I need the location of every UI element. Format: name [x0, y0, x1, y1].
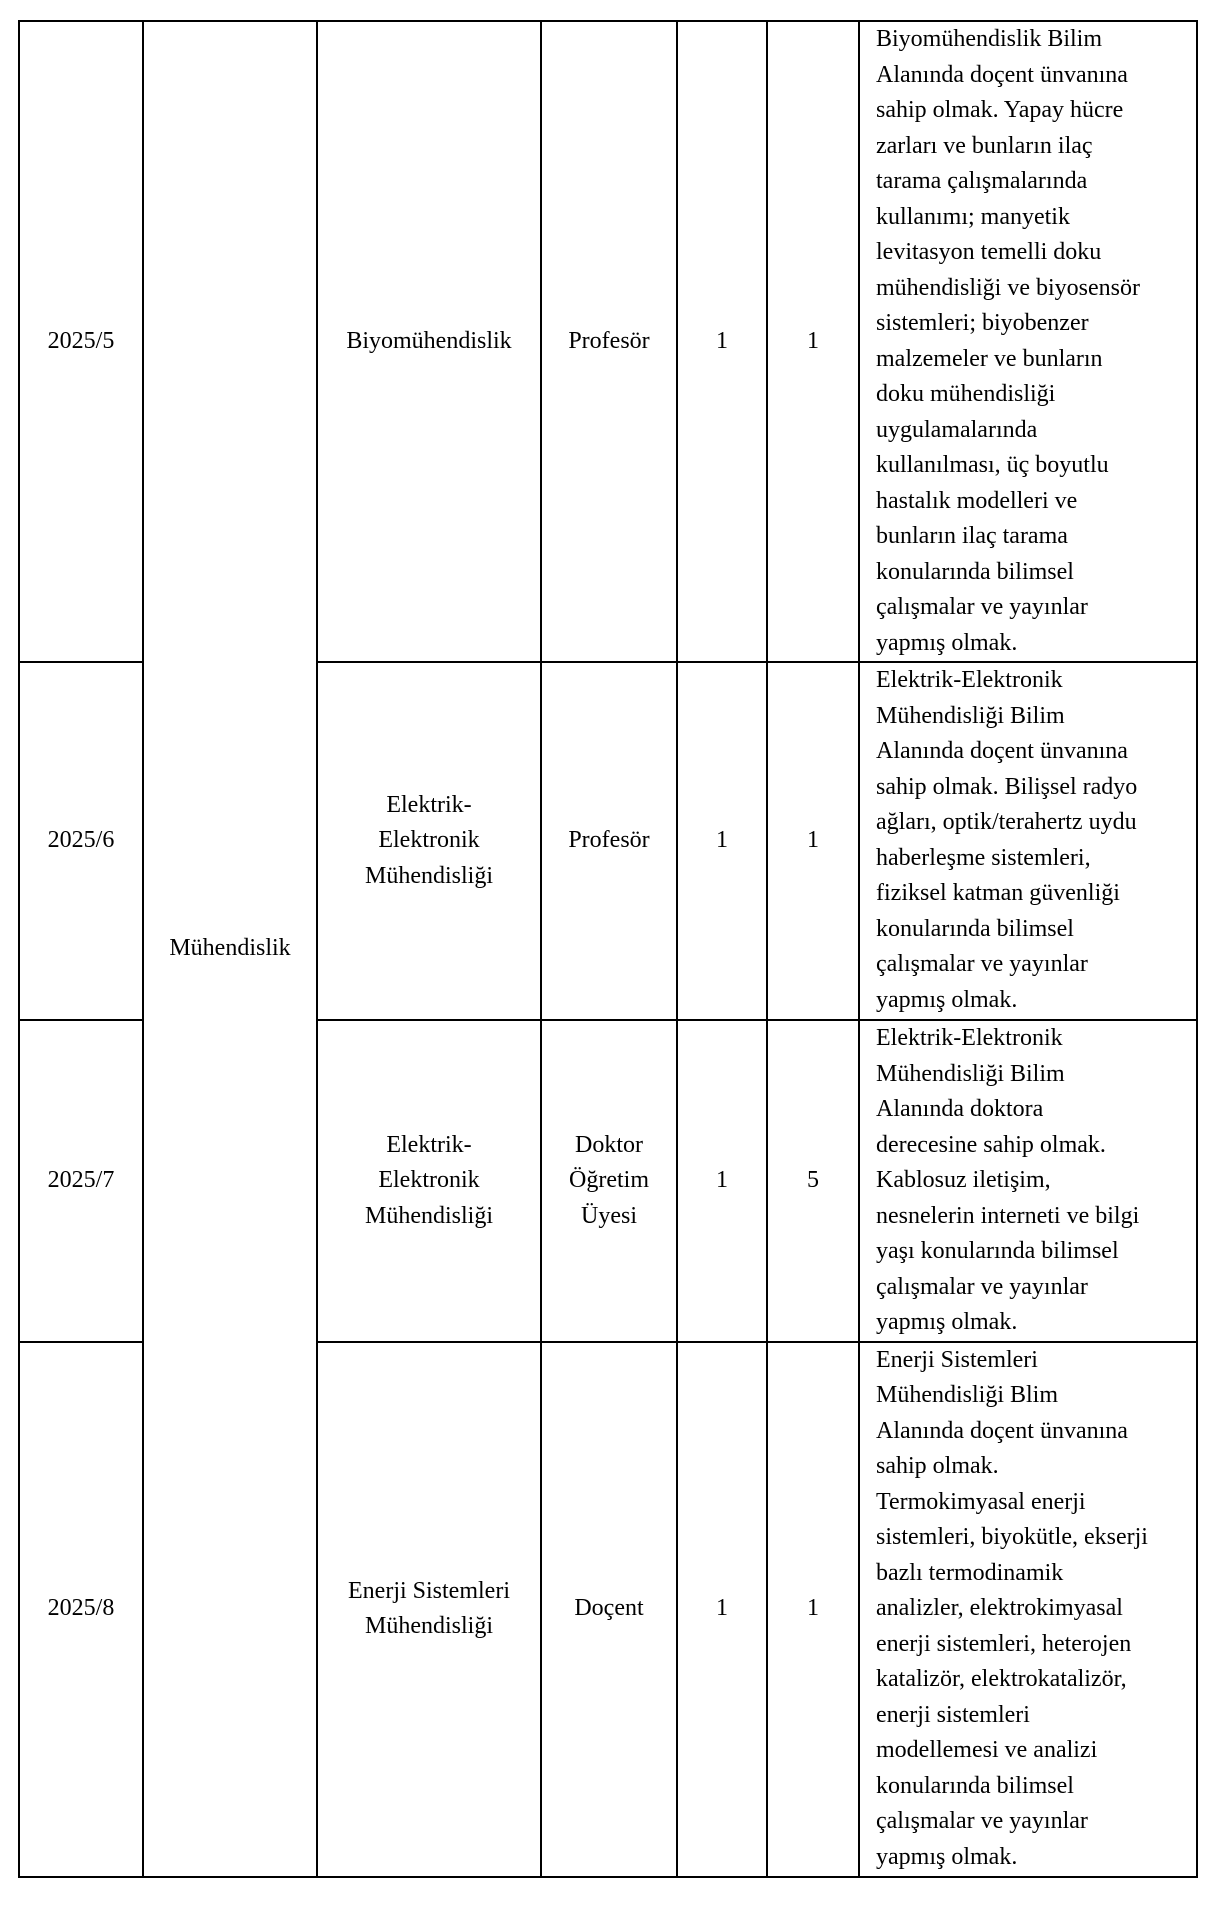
academic-title: Doçent: [540, 1340, 678, 1878]
position-code: 2025/8: [18, 1340, 144, 1878]
position-code: 2025/5: [18, 20, 144, 663]
position-code: 2025/6: [18, 661, 144, 1021]
requirements: Elektrik-Elektronik Mühendisliği Bilim A…: [858, 1019, 1198, 1343]
requirements: Elektrik-Elektronik Mühendisliği Bilim A…: [858, 661, 1198, 1021]
requirements: Enerji Sistemleri Mühendisliği Blim Alan…: [858, 1340, 1198, 1878]
count-2: 5: [766, 1019, 860, 1343]
table-row: 2025/8 Enerji Sistemleri Mühendisliği Do…: [18, 1340, 1198, 1878]
count-2: 1: [766, 661, 860, 1021]
count-2: 1: [766, 20, 860, 663]
academic-title: Profesör: [540, 661, 678, 1021]
academic-title: Doktor Öğretim Üyesi: [540, 1019, 678, 1343]
department: Enerji Sistemleri Mühendisliği: [316, 1340, 542, 1878]
count-1: 1: [676, 20, 768, 663]
faculty-name: Mühendislik: [142, 20, 318, 1878]
department: Biyomühendislik: [316, 20, 542, 663]
positions-table: 2025/5 Mühendislik Biyomühendislik Profe…: [18, 20, 1198, 1878]
table-row: 2025/7 Elektrik- Elektronik Mühendisliği…: [18, 1019, 1198, 1343]
position-code: 2025/7: [18, 1019, 144, 1343]
count-1: 1: [676, 1019, 768, 1343]
academic-title: Profesör: [540, 20, 678, 663]
count-1: 1: [676, 1340, 768, 1878]
department: Elektrik- Elektronik Mühendisliği: [316, 1019, 542, 1343]
requirements: Biyomühendislik Bilim Alanında doçent ün…: [858, 20, 1198, 663]
department: Elektrik- Elektronik Mühendisliği: [316, 661, 542, 1021]
table-row: 2025/6 Elektrik- Elektronik Mühendisliği…: [18, 661, 1198, 1021]
table-row: 2025/5 Mühendislik Biyomühendislik Profe…: [18, 20, 1198, 1878]
count-2: 1: [766, 1340, 860, 1878]
count-1: 1: [676, 661, 768, 1021]
